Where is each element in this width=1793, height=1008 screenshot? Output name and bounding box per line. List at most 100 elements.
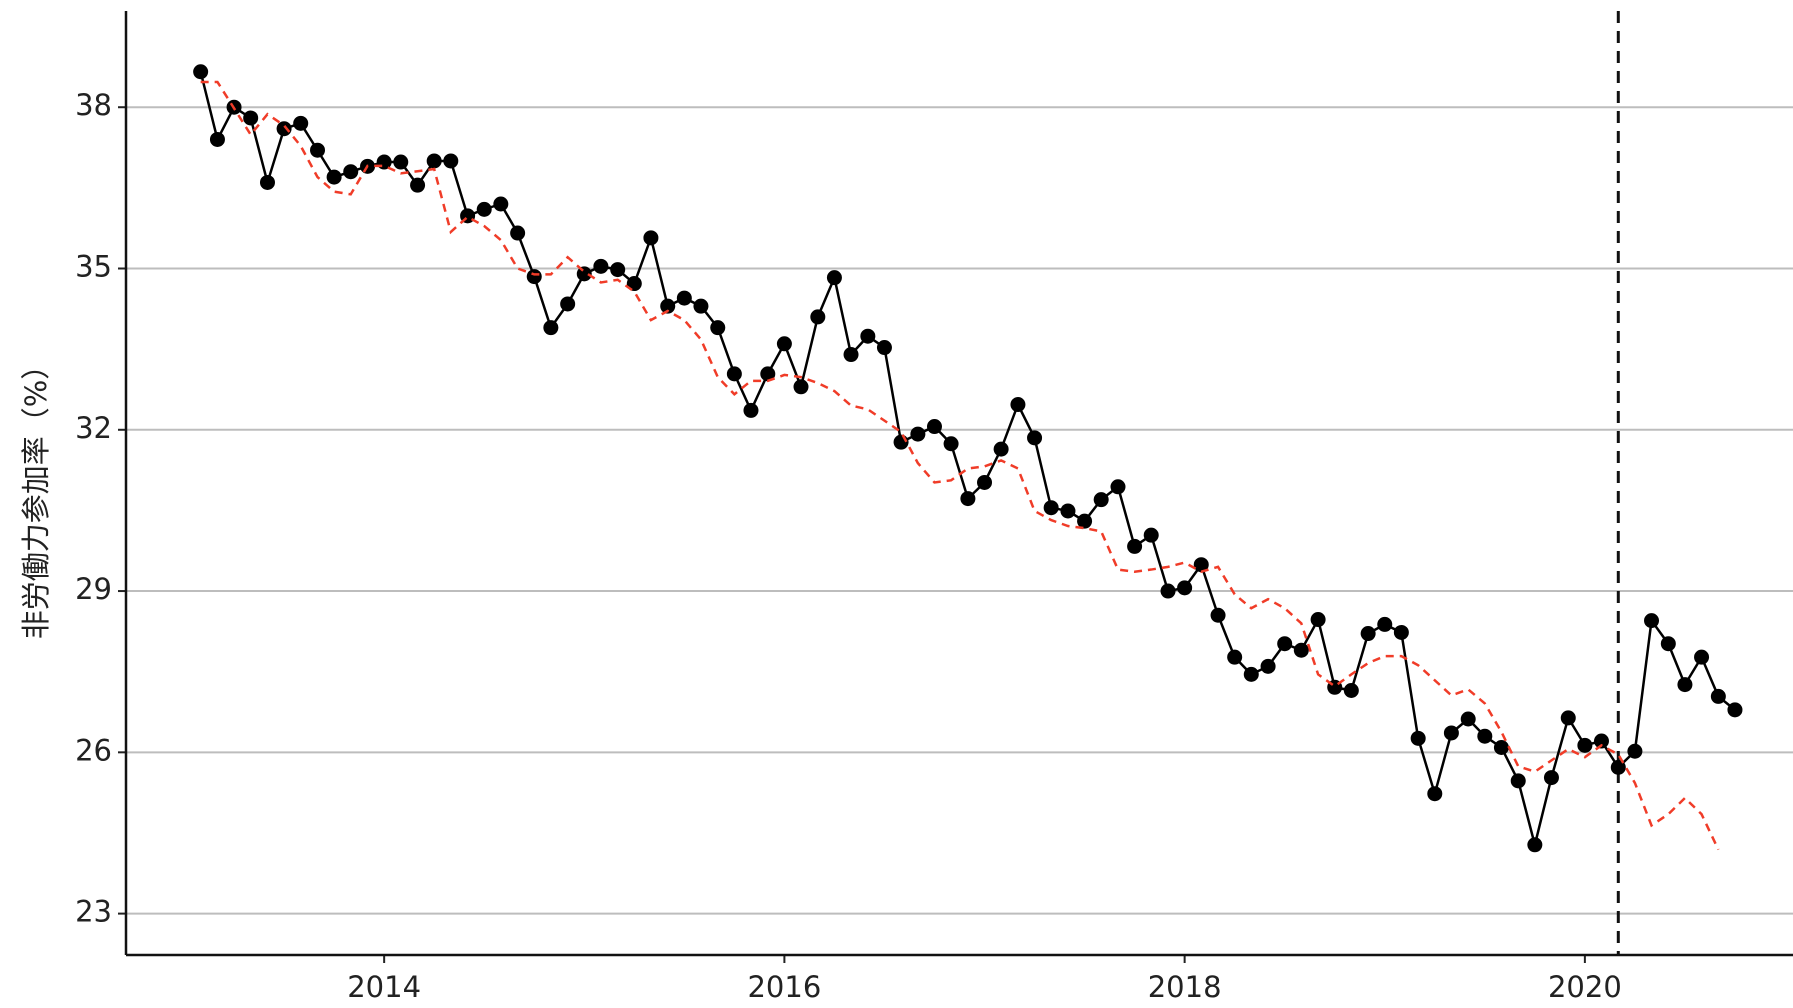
y-axis-label: 非労働力参加率（%） xyxy=(19,351,53,640)
data-point xyxy=(193,64,209,80)
data-point xyxy=(293,115,309,131)
data-point xyxy=(1260,658,1276,674)
y-tick-label: 32 xyxy=(75,411,112,445)
data-point xyxy=(1627,743,1643,759)
data-point xyxy=(1093,492,1109,508)
y-tick-label: 29 xyxy=(75,572,112,606)
data-point xyxy=(1694,649,1710,665)
data-point xyxy=(259,174,275,190)
data-point xyxy=(710,320,726,336)
data-point xyxy=(810,309,826,325)
data-point xyxy=(560,296,576,312)
data-point xyxy=(1160,583,1176,599)
data-point xyxy=(410,177,426,193)
data-point xyxy=(1377,616,1393,632)
data-point xyxy=(1460,711,1476,727)
data-point xyxy=(443,153,459,169)
data-point xyxy=(1193,557,1209,573)
data-point xyxy=(393,154,409,170)
x-tick-label: 2016 xyxy=(747,970,821,1004)
series-line xyxy=(200,80,1720,851)
data-point xyxy=(1677,677,1693,693)
x-tick-label: 2018 xyxy=(1148,970,1222,1004)
data-point xyxy=(526,269,542,285)
data-point xyxy=(1027,430,1043,446)
data-point xyxy=(643,230,659,246)
data-point xyxy=(993,441,1009,457)
data-point xyxy=(1510,773,1526,789)
data-point xyxy=(693,298,709,314)
data-point xyxy=(1310,612,1326,628)
data-point xyxy=(876,340,892,356)
data-point xyxy=(826,270,842,286)
series-line xyxy=(199,71,1736,846)
y-tick-label: 23 xyxy=(75,895,112,929)
data-point xyxy=(326,169,342,185)
data-point xyxy=(626,276,642,292)
data-point xyxy=(676,290,692,306)
data-point xyxy=(593,258,609,274)
data-point xyxy=(1660,636,1676,652)
data-point xyxy=(1077,513,1093,529)
data-point xyxy=(793,379,809,395)
data-point xyxy=(1644,613,1660,629)
data-point xyxy=(476,201,492,217)
data-point xyxy=(1477,728,1493,744)
data-point xyxy=(426,153,442,169)
data-point xyxy=(1560,710,1576,726)
data-point xyxy=(510,225,526,241)
data-point xyxy=(576,266,592,282)
x-tick-label: 2020 xyxy=(1548,970,1622,1004)
data-point xyxy=(1210,607,1226,623)
data-point xyxy=(926,419,942,435)
data-point xyxy=(776,336,792,352)
data-point xyxy=(1727,702,1743,718)
y-tick-label: 35 xyxy=(75,250,112,284)
y-tick-label: 26 xyxy=(75,733,112,767)
data-point xyxy=(1360,626,1376,642)
data-point xyxy=(1493,739,1509,755)
data-point xyxy=(493,196,509,212)
data-point xyxy=(1443,725,1459,741)
data-point xyxy=(543,320,559,336)
x-tick-label: 2014 xyxy=(347,970,421,1004)
data-point xyxy=(843,347,859,363)
data-point xyxy=(1043,500,1059,516)
data-point xyxy=(760,366,776,382)
data-point xyxy=(1010,397,1026,413)
data-point xyxy=(1143,527,1159,543)
data-point xyxy=(1410,730,1426,746)
data-point xyxy=(743,402,759,418)
data-point xyxy=(977,474,993,490)
data-point xyxy=(1710,688,1726,704)
data-point xyxy=(1227,649,1243,665)
data-point xyxy=(726,366,742,382)
data-point xyxy=(910,426,926,442)
data-point xyxy=(1177,580,1193,596)
data-point xyxy=(1127,538,1143,554)
data-point xyxy=(1293,642,1309,658)
data-point xyxy=(943,436,959,452)
data-point xyxy=(1610,759,1626,775)
data-point xyxy=(1393,624,1409,640)
y-tick-label: 38 xyxy=(75,88,112,122)
data-point xyxy=(660,298,676,314)
data-point xyxy=(343,164,359,180)
data-point xyxy=(610,262,626,278)
data-point xyxy=(1543,770,1559,786)
data-point xyxy=(1277,636,1293,652)
data-point xyxy=(960,491,976,507)
data-point xyxy=(310,142,326,158)
data-point xyxy=(1427,786,1443,802)
data-point xyxy=(1243,666,1259,682)
data-point xyxy=(1527,837,1543,853)
data-point xyxy=(1060,503,1076,519)
data-point xyxy=(1593,733,1609,749)
data-point xyxy=(276,121,292,137)
data-point xyxy=(1110,479,1126,495)
data-point xyxy=(893,434,909,450)
data-point xyxy=(1343,683,1359,699)
data-point xyxy=(1577,737,1593,753)
data-point xyxy=(860,328,876,344)
